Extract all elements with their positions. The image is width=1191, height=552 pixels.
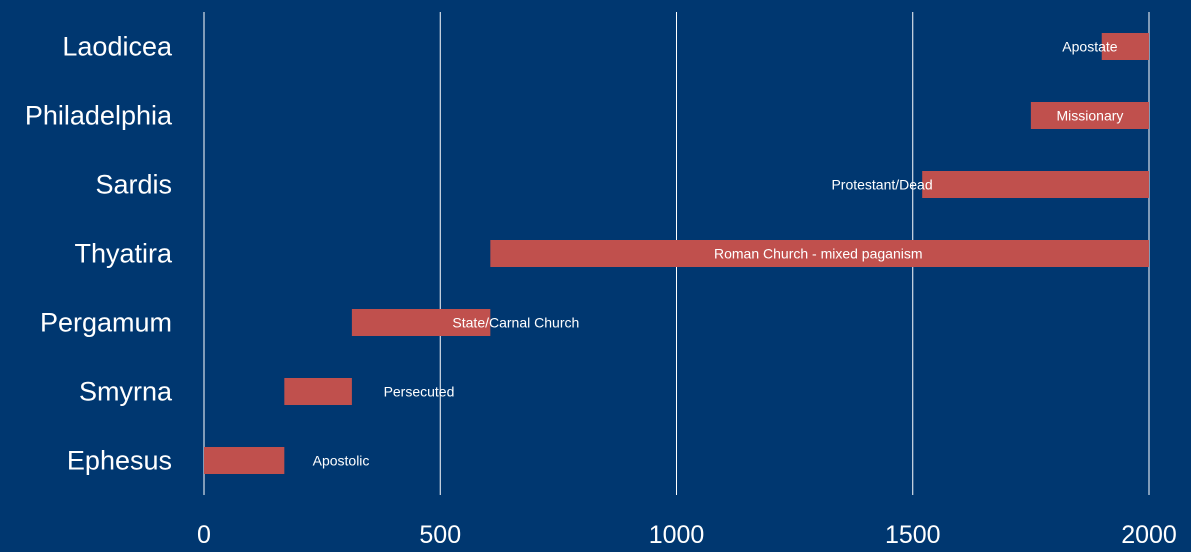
category-label-smyrna: Smyrna [79,377,173,407]
bar-thyatira [490,240,1150,267]
x-tick-label-0: 0 [197,521,211,549]
bar-smyrna [284,378,352,405]
annotation-philadelphia: Missionary [1056,108,1123,124]
annotation-laodicea: Apostate [1062,39,1117,55]
bar-laodicea [1101,33,1149,60]
category-label-sardis: Sardis [95,170,172,200]
bar-ephesus [204,447,285,474]
category-labels: Ephesus Smyrna Pergamum Thyatira Sardis Phila… [25,32,173,476]
annotation-pergamum: State/Carnal Church [452,315,579,331]
annotation-smyrna: Persecuted [384,384,455,400]
annotations: Apostolic Persecuted State/Carnal Church Ro… [313,39,1124,469]
bars [204,33,1150,474]
bar-pergamum [351,309,491,336]
category-label-pergamum: Pergamum [40,308,172,338]
category-label-ephesus: Ephesus [67,446,172,476]
category-label-laodicea: Laodicea [62,32,173,62]
bar-philadelphia [1030,102,1149,129]
x-tick-label-1000: 1000 [649,521,705,549]
annotation-sardis: Protestant/Dead [831,177,932,193]
category-label-philadelphia: Philadelphia [25,101,173,131]
category-label-thyatira: Thyatira [74,239,173,269]
x-tick-label-1500: 1500 [885,521,941,549]
x-tick-label-500: 500 [419,521,461,549]
x-tick-label-2000: 2000 [1121,521,1177,549]
annotation-thyatira: Roman Church - mixed paganism [714,246,923,262]
annotation-ephesus: Apostolic [313,453,370,469]
bar-sardis [922,171,1149,198]
x-tick-labels: 0 500 1000 1500 2000 [197,521,1177,549]
